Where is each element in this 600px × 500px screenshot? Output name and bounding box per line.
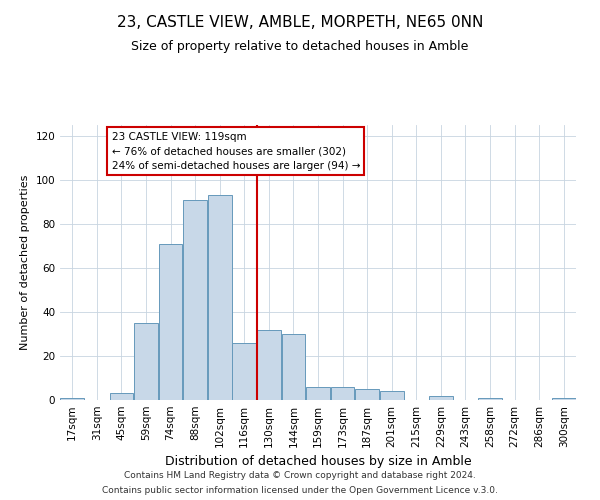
Text: 23 CASTLE VIEW: 119sqm
← 76% of detached houses are smaller (302)
24% of semi-de: 23 CASTLE VIEW: 119sqm ← 76% of detached… (112, 132, 360, 171)
Bar (355, 389, 379, 400)
Bar (232, 343, 256, 400)
Bar (331, 387, 355, 400)
Bar (183, 200, 207, 400)
Bar (380, 391, 404, 400)
Bar (552, 398, 575, 400)
Bar (257, 330, 281, 400)
Y-axis label: Number of detached properties: Number of detached properties (20, 175, 30, 350)
X-axis label: Distribution of detached houses by size in Amble: Distribution of detached houses by size … (164, 456, 472, 468)
Text: 23, CASTLE VIEW, AMBLE, MORPETH, NE65 0NN: 23, CASTLE VIEW, AMBLE, MORPETH, NE65 0N… (117, 15, 483, 30)
Bar (134, 323, 158, 400)
Bar (429, 396, 453, 400)
Bar (281, 334, 305, 400)
Text: Size of property relative to detached houses in Amble: Size of property relative to detached ho… (131, 40, 469, 53)
Text: Contains HM Land Registry data © Crown copyright and database right 2024.: Contains HM Land Registry data © Crown c… (124, 471, 476, 480)
Bar (478, 398, 502, 400)
Bar (306, 387, 330, 400)
Text: Contains public sector information licensed under the Open Government Licence v.: Contains public sector information licen… (102, 486, 498, 495)
Bar (110, 394, 133, 400)
Bar (61, 398, 84, 400)
Bar (158, 244, 182, 400)
Bar (208, 196, 232, 400)
